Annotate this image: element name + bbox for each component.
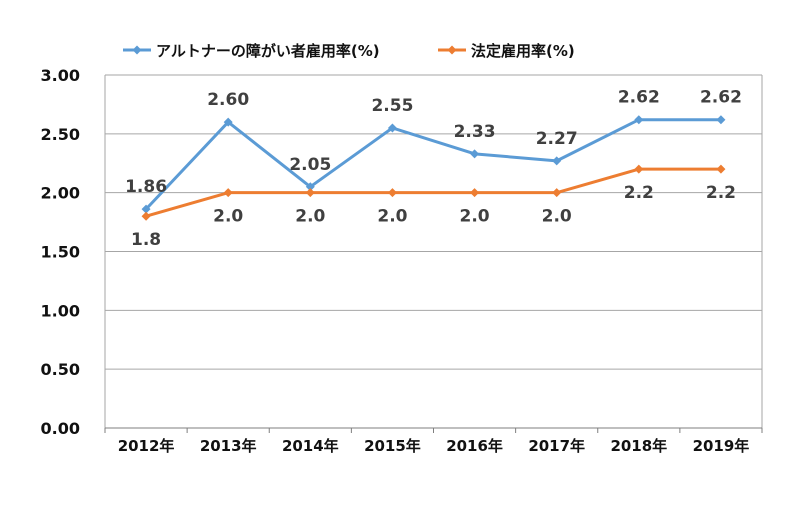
data-label: 2.2: [706, 183, 736, 203]
grid-lines: [105, 74, 762, 370]
x-tick-label: 2017年: [528, 437, 585, 455]
data-point-marker: [305, 182, 315, 192]
y-tick-label: 3.00: [41, 66, 80, 85]
data-point-marker: [634, 164, 644, 174]
data-label: 2.05: [289, 155, 331, 175]
data-point-marker: [223, 188, 233, 198]
data-label: 2.27: [536, 129, 578, 149]
series-lines: [141, 115, 726, 221]
data-label: 2.60: [207, 90, 249, 110]
legend-marker: [447, 45, 457, 55]
x-tick-label: 2014年: [282, 437, 339, 455]
y-tick-label: 2.00: [41, 184, 80, 203]
data-point-marker: [141, 211, 151, 221]
x-tick-label: 2013年: [200, 437, 257, 455]
x-axis-ticks: 2012年 2013年 2014年 2015年 2016年 2017年 2018年 2019年: [118, 437, 750, 455]
data-point-marker: [716, 164, 726, 174]
data-point-marker: [470, 188, 480, 198]
y-axis-ticks: 0.00 0.50 1.00 1.50 2.00 2.50 3.00: [41, 66, 80, 438]
data-point-marker: [223, 117, 233, 127]
x-tick-label: 2012年: [118, 437, 175, 455]
y-tick-label: 1.00: [41, 301, 80, 320]
x-tick-label: 2019年: [693, 437, 750, 455]
data-label: 2.0: [460, 207, 490, 227]
data-label: 2.62: [700, 88, 742, 108]
data-label: 2.2: [624, 183, 654, 203]
data-point-marker: [634, 115, 644, 125]
data-label: 2.0: [213, 207, 243, 227]
legend-marker: [132, 45, 142, 55]
y-tick-label: 2.50: [41, 125, 80, 144]
data-label: 2.0: [295, 207, 325, 227]
legend: アルトナーの障がい者雇用率(%) 法定雇用率(%): [123, 42, 575, 60]
data-label: 2.62: [618, 88, 660, 108]
data-point-marker: [141, 204, 151, 214]
data-label: 1.86: [125, 177, 167, 197]
axes: [104, 75, 763, 433]
y-tick-label: 0.50: [41, 360, 80, 379]
data-point-marker: [470, 149, 480, 159]
data-point-marker: [552, 156, 562, 166]
legend-label: アルトナーの障がい者雇用率(%): [156, 42, 380, 60]
series-line-1: [145, 167, 721, 218]
data-point-marker: [716, 115, 726, 125]
x-tick-label: 2018年: [610, 437, 667, 455]
data-point-marker: [552, 188, 562, 198]
y-tick-label: 1.50: [41, 243, 80, 262]
data-point-marker: [387, 123, 397, 133]
series-line-0: [144, 118, 721, 211]
data-label: 2.55: [371, 96, 413, 116]
data-point-marker: [387, 188, 397, 198]
data-point-marker: [305, 188, 315, 198]
data-labels: 1.86 2.60 2.05 2.55 2.33 2.27 2.62 2.62 1.8 2.0 2.…: [125, 88, 742, 250]
x-tick-label: 2016年: [446, 437, 503, 455]
data-label: 1.8: [131, 230, 161, 250]
data-label: 2.0: [377, 207, 407, 227]
data-label: 2.0: [542, 207, 572, 227]
legend-label: 法定雇用率(%): [471, 42, 575, 60]
x-tick-label: 2015年: [364, 437, 421, 455]
y-tick-label: 0.00: [41, 419, 80, 438]
data-label: 2.33: [454, 122, 496, 142]
